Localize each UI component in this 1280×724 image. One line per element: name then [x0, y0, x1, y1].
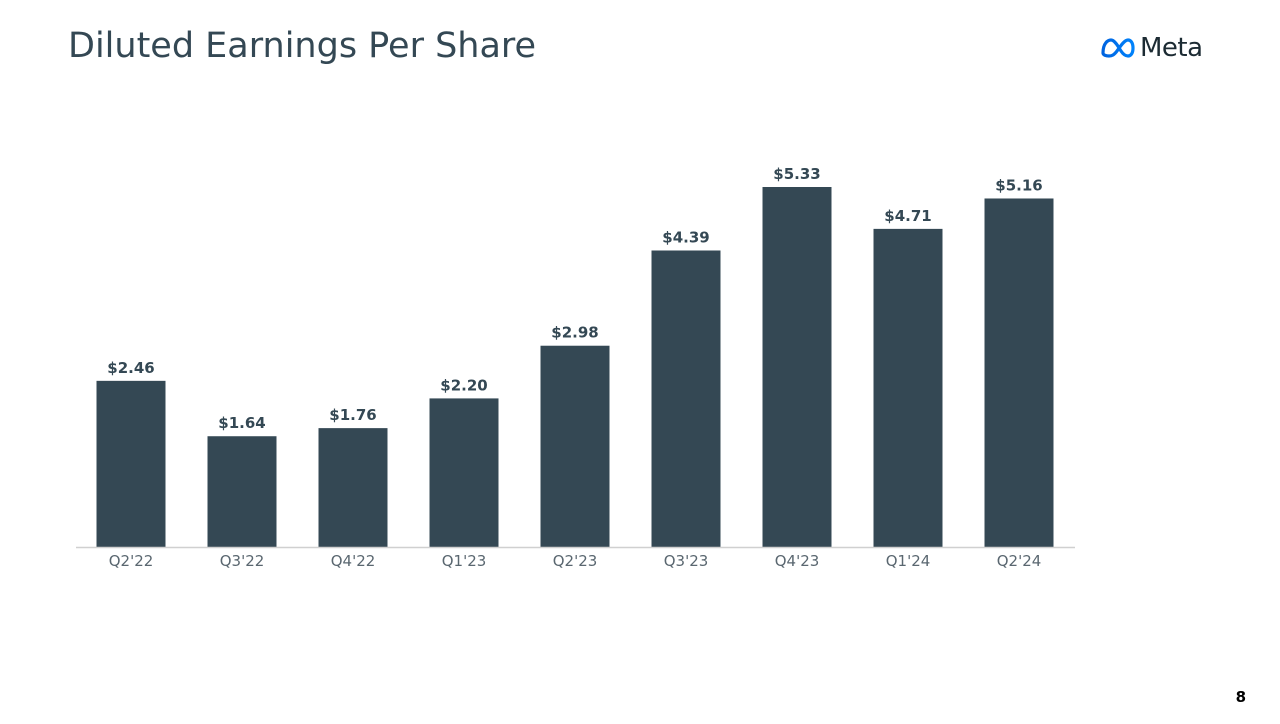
bar-value-label: $2.46	[107, 359, 154, 377]
logo-wordmark: Meta	[1140, 33, 1203, 63]
page-title: Diluted Earnings Per Share	[68, 26, 537, 66]
value-labels-layer: $2.46 $1.64 $1.76 $2.20 $2.98 $4.39 $5.33 $4.71…	[107, 165, 1042, 432]
bar-Q1'24	[873, 228, 943, 548]
bar-Q3'22	[207, 436, 277, 547]
meta-logo: Meta	[1100, 32, 1203, 64]
meta-infinity-logo-icon	[1101, 38, 1135, 58]
x-tick-label: Q4'23	[775, 552, 820, 570]
bar-value-label: $5.33	[773, 165, 820, 183]
x-tick-label: Q4'22	[331, 552, 376, 570]
x-tick-label: Q2'23	[553, 552, 598, 570]
x-tick-label: Q1'23	[442, 552, 487, 570]
tick-labels-layer: Q2'22 Q3'22 Q4'22 Q1'23 Q2'23 Q3'23 Q4'23 Q1'24…	[109, 552, 1042, 570]
bar-value-label: $1.64	[218, 414, 265, 432]
bar-value-label: $2.20	[440, 376, 487, 394]
x-tick-label: Q2'22	[109, 552, 154, 570]
bar-Q3'23	[651, 250, 721, 547]
bar-value-label: $4.71	[884, 207, 931, 225]
x-tick-label: Q1'24	[886, 552, 931, 570]
bar-Q2'22	[96, 380, 166, 547]
x-tick-label: Q3'23	[664, 552, 709, 570]
x-tick-label: Q2'24	[997, 552, 1042, 570]
bar-value-label: $4.39	[662, 228, 709, 246]
bar-Q1'23	[429, 398, 499, 547]
bar-Q4'23	[762, 187, 832, 547]
bar-value-label: $5.16	[995, 176, 1042, 194]
bars-layer	[96, 187, 1054, 548]
x-tick-label: Q3'22	[220, 552, 265, 570]
bar-Q2'23	[540, 345, 610, 547]
bar-value-label: $2.98	[551, 324, 598, 342]
bar-Q4'22	[318, 428, 388, 547]
page-number: 8	[1235, 688, 1246, 706]
bar-value-label: $1.76	[329, 406, 376, 424]
bar-Q2'24	[984, 198, 1054, 547]
